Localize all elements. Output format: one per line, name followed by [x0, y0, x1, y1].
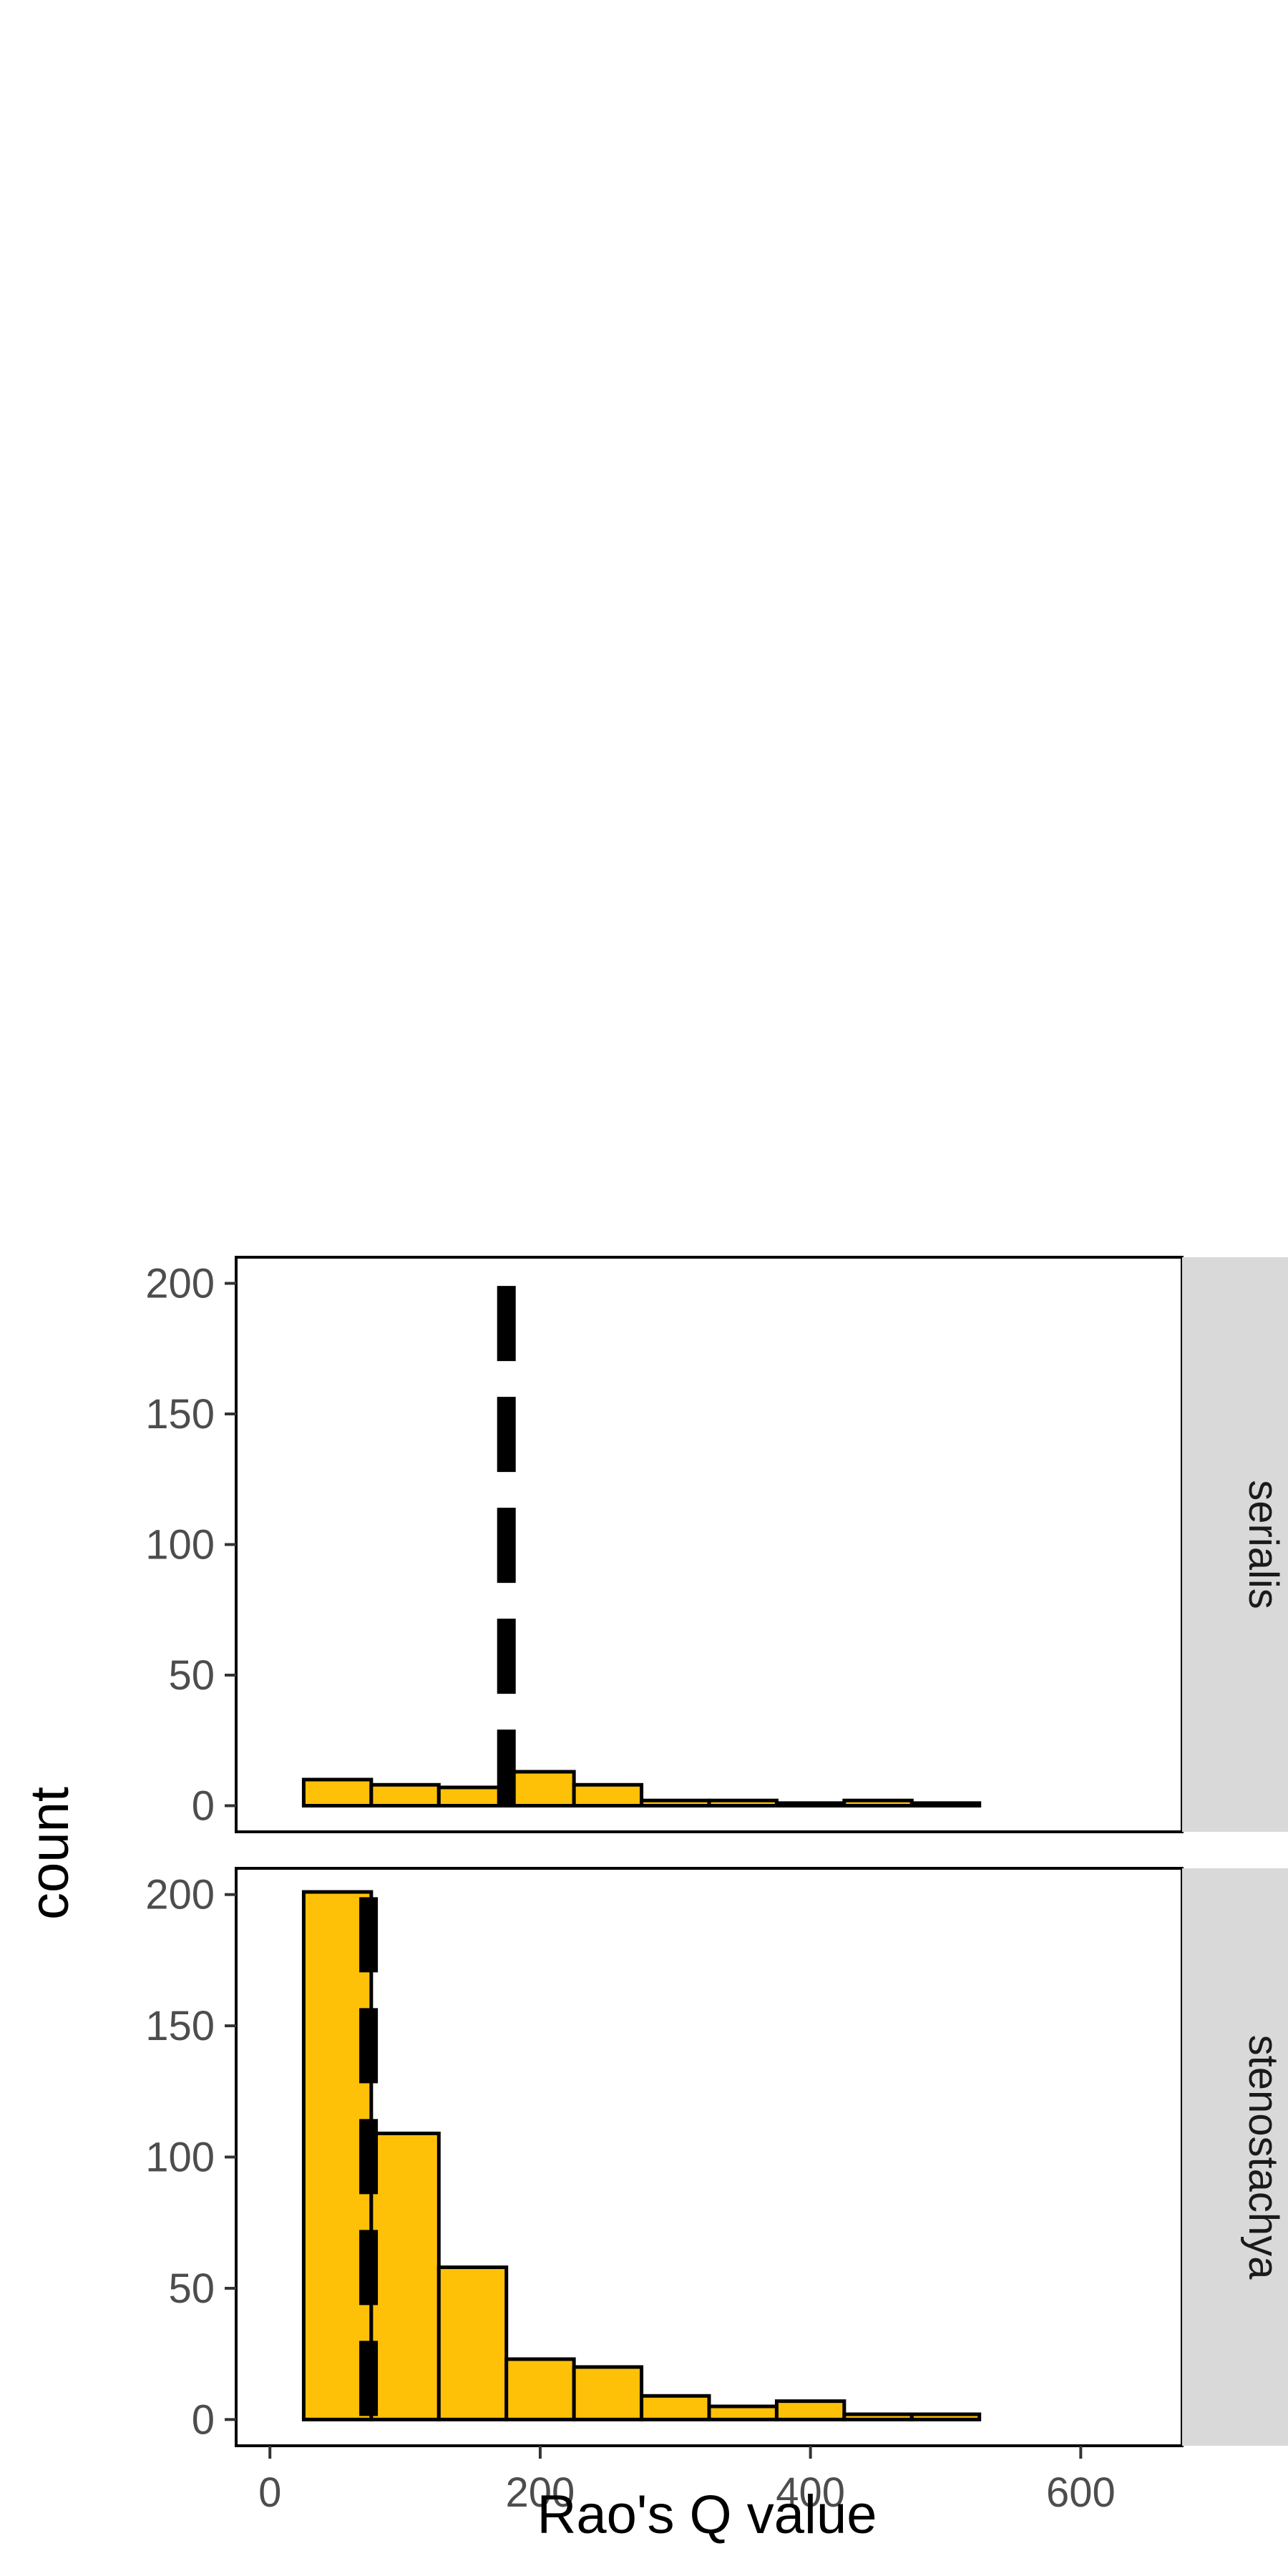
histogram-bar — [504, 2357, 576, 2421]
histogram-bar — [436, 1785, 509, 1807]
histogram-bar — [640, 2394, 711, 2421]
histogram-bar — [707, 2404, 779, 2421]
histogram-bar — [774, 1801, 847, 1808]
x-axis-title: Rao's Q value — [537, 2484, 877, 2545]
histogram-bar — [707, 1798, 779, 1807]
x-tick-label: 400 — [776, 2469, 845, 2516]
histogram-bar — [909, 2412, 982, 2421]
y-tick-label: 100 — [145, 2135, 215, 2181]
y-tick-label: 150 — [145, 2003, 215, 2049]
histogram-bar — [436, 2265, 509, 2421]
x-tick-label: 200 — [506, 2469, 575, 2516]
x-tick-label: 600 — [1046, 2469, 1116, 2516]
y-tick-label: 200 — [145, 1261, 215, 1307]
histogram-bar — [640, 1798, 711, 1807]
histogram-bar — [909, 1801, 982, 1808]
y-tick-label: 0 — [192, 2396, 215, 2443]
panel-background — [236, 1257, 1182, 1832]
facet-panel-serialis: 0 50 100 150 200 serialis — [145, 1256, 1288, 1833]
y-tick-label: 200 — [145, 1872, 215, 1918]
histogram-bar — [301, 1777, 374, 1807]
histogram-bar — [774, 2399, 847, 2421]
facet-panels: 0 50 100 150 200 serialis 0 50 100 150 200 stenosta… — [145, 1256, 1288, 2516]
histogram-bar — [842, 2412, 914, 2421]
histogram-bar — [842, 1798, 914, 1807]
y-tick-label: 50 — [168, 2265, 215, 2312]
facet-strip-label: serialis — [1240, 1480, 1287, 1609]
facet-panel-stenostachya: 0 50 100 150 200 stenostachya 0 200 400 600 — [145, 1867, 1288, 2516]
facet-strip — [1182, 1257, 1288, 1832]
facet-strip-label: stenostachya — [1240, 2035, 1287, 2280]
x-tick-label: 0 — [258, 2469, 281, 2516]
y-tick-label: 150 — [145, 1391, 215, 1438]
y-tick-label: 100 — [145, 1522, 215, 1568]
y-axis-title: count — [19, 1787, 80, 1920]
histogram-bar — [369, 1782, 441, 1808]
histogram-bar — [572, 2365, 644, 2421]
histogram-bar — [572, 1782, 644, 1808]
y-tick-label: 0 — [192, 1783, 215, 1830]
histogram-bar — [504, 1770, 576, 1808]
histogram-bar — [369, 2131, 441, 2421]
y-tick-label: 50 — [168, 1652, 215, 1699]
facet-strip — [1182, 1868, 1288, 2446]
